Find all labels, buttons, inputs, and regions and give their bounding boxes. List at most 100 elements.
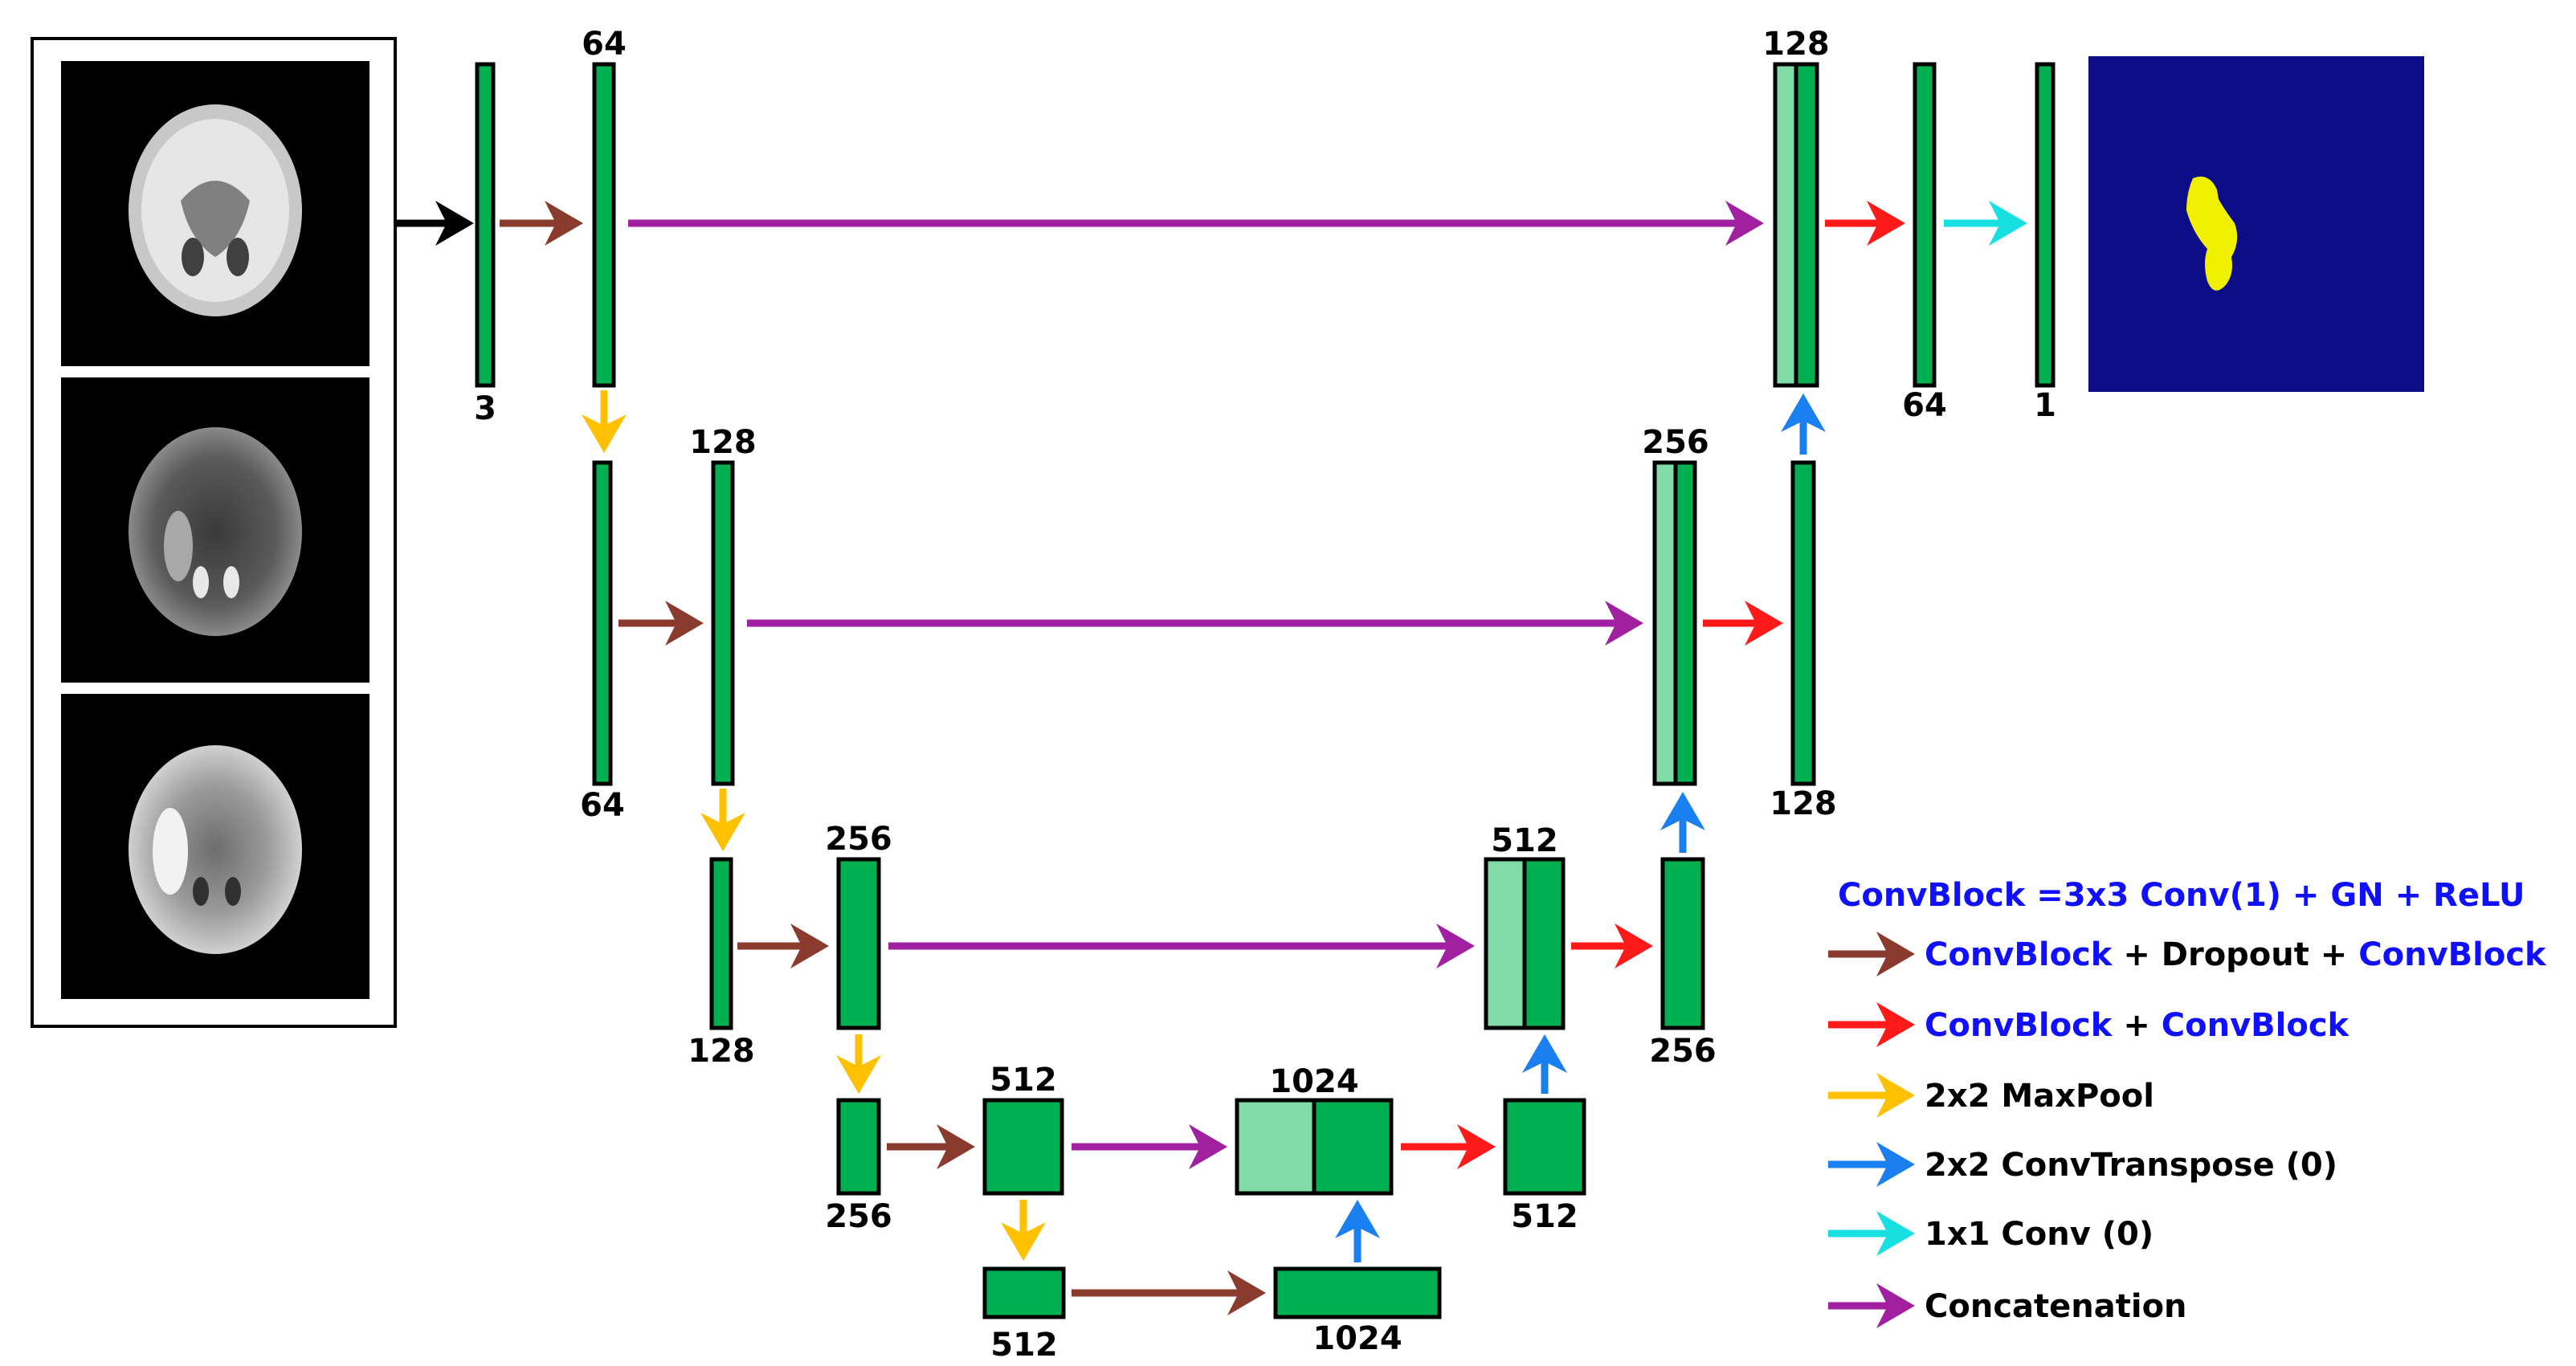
label-dec2-concat-channels: 256 <box>1642 424 1709 461</box>
enc2-maxpool-arrow <box>700 789 745 851</box>
dec3-convtranspose-arrow <box>1522 1034 1567 1094</box>
legend-swatch-arrowhead <box>1876 932 1915 977</box>
legend-swatch-arrowhead <box>1876 1142 1915 1187</box>
label-enc1-channels: 64 <box>582 26 627 63</box>
enc3-maxpool-arrow <box>836 1034 881 1094</box>
enc4-feature-map <box>982 1098 1064 1196</box>
legend-item-text-part: ConvBlock <box>1925 1007 2113 1044</box>
feature-maps-layer <box>475 62 2055 1319</box>
level4-concat-arrow <box>1072 1124 1227 1169</box>
legend-item-text-part: + Dropout + <box>2112 936 2358 973</box>
legend-item-maxpool: 2x2 MaxPool <box>1828 1073 2154 1118</box>
enc3-feature-map <box>836 857 881 1030</box>
legend-item-text-part: ConvBlock <box>1925 936 2113 973</box>
label-enc3-pooled-channels: 128 <box>688 1033 755 1070</box>
legend-item-text-part: 2x2 ConvTranspose (0) <box>1925 1147 2337 1184</box>
label-enc2-pooled-channels: 64 <box>580 787 625 824</box>
dec2-upsampled-feature-map <box>1673 460 1697 786</box>
legend-swatch-arrowhead <box>1876 1002 1915 1047</box>
legend-item-text-part: ConvBlock <box>2162 1007 2350 1044</box>
final-1x1-conv-arrow <box>1944 201 2027 246</box>
enc2-convblock-dropout-arrow <box>618 601 704 646</box>
input-feature-map <box>475 62 496 388</box>
enc3-pooled-feature-map <box>709 857 733 1030</box>
enc4-convblock-dropout-arrow <box>887 1124 975 1169</box>
legend-item-label: 1x1 Conv (0) <box>1925 1216 2153 1253</box>
label-dec1-concat-channels: 128 <box>1762 26 1830 63</box>
enc2-feature-map <box>711 460 735 786</box>
arrows-layer <box>397 201 2027 1315</box>
dec3-convblock-arrow <box>1571 924 1653 968</box>
legend-item-conv1x1: 1x1 Conv (0) <box>1828 1211 2153 1256</box>
dec3-upsampled-feature-map <box>1522 857 1566 1030</box>
enc1-convblock-dropout-arrow <box>500 201 583 246</box>
label-bottleneck-channels: 1024 <box>1312 1320 1402 1357</box>
dec1-convtranspose-arrow <box>1781 393 1826 455</box>
label-dec4-concat-channels: 1024 <box>1269 1063 1358 1100</box>
legend-title: ConvBlock =3x3 Conv(1) + GN + ReLU <box>1838 877 2525 914</box>
output-feature-map <box>2035 62 2055 388</box>
legend-item-conv-dropout: ConvBlock + Dropout + ConvBlock <box>1828 932 2547 977</box>
legend-item-text-part: Concatenation <box>1925 1288 2187 1325</box>
dec3-skip-feature-map <box>1484 857 1527 1030</box>
dec4-feature-map <box>1503 1098 1586 1196</box>
lesion-region <box>2186 176 2238 291</box>
label-dec3-channels: 256 <box>1649 1033 1717 1070</box>
legend-item-label: ConvBlock + ConvBlock <box>1925 1007 2350 1044</box>
label-enc4-channels: 512 <box>990 1062 1057 1099</box>
brain-mri-t2-icon <box>61 377 369 683</box>
label-dec3-concat-channels: 512 <box>1491 822 1558 859</box>
legend-item-convtranspose: 2x2 ConvTranspose (0) <box>1828 1142 2337 1187</box>
label-enc2-channels: 128 <box>689 424 757 461</box>
dec1-feature-map <box>1913 62 1937 388</box>
dec2-skip-feature-map <box>1652 460 1678 786</box>
level2-concat-arrow <box>747 601 1643 646</box>
enc2-pooled-feature-map <box>592 460 613 786</box>
dec4-skip-feature-map <box>1235 1098 1317 1196</box>
legend-item-text-part: 2x2 MaxPool <box>1925 1078 2154 1115</box>
label-input-channels: 3 <box>474 390 496 427</box>
legend-item-conv-conv: ConvBlock + ConvBlock <box>1828 1002 2350 1047</box>
legend-item-label: 2x2 MaxPool <box>1925 1078 2154 1115</box>
dec1-convblock-arrow <box>1825 201 1905 246</box>
enc4-pooled-feature-map <box>836 1098 881 1196</box>
bottleneck-convtranspose-arrow <box>1335 1200 1380 1262</box>
dec1-upsampled-feature-map <box>1794 62 1819 388</box>
dec2-convtranspose-arrow <box>1660 792 1705 853</box>
label-output-channels: 1 <box>2034 387 2056 424</box>
enc4-maxpool-arrow <box>1001 1200 1046 1261</box>
legend-item-label: ConvBlock + Dropout + ConvBlock <box>1925 936 2547 973</box>
enc1-feature-map <box>592 62 616 388</box>
legend-item-concat: Concatenation <box>1828 1283 2187 1328</box>
bottleneck-convblock-dropout-arrow <box>1072 1270 1266 1315</box>
channel-labels-layer: 3 64 128 64 1 64 128 256 128 128 256 512 256 256 512 10… <box>474 26 2056 1364</box>
label-dec1-channels: 64 <box>1902 387 1947 424</box>
legend-swatch-arrowhead <box>1876 1211 1915 1256</box>
label-enc3-channels: 256 <box>825 821 892 858</box>
segmentation-mask-icon <box>2088 56 2424 392</box>
dec2-convblock-arrow <box>1703 601 1783 646</box>
legend-item-text-part: ConvBlock <box>2358 936 2547 973</box>
legend-item-label: Concatenation <box>1925 1288 2187 1325</box>
legend-item-label: 2x2 ConvTranspose (0) <box>1925 1147 2337 1184</box>
dec4-upsampled-feature-map <box>1312 1098 1394 1196</box>
enc3-convblock-dropout-arrow <box>737 924 829 968</box>
label-dec4-channels: 512 <box>1511 1198 1578 1235</box>
dec2-feature-map <box>1790 460 1816 786</box>
input-images-panel <box>31 37 397 1028</box>
legend-swatch-arrowhead <box>1876 1073 1915 1118</box>
dec4-convblock-arrow <box>1401 1124 1496 1169</box>
dec3-feature-map <box>1660 857 1705 1030</box>
legend: ConvBlock =3x3 Conv(1) + GN + ReLU ConvBl… <box>1828 877 2547 1328</box>
dec1-skip-feature-map <box>1773 62 1798 388</box>
legend-item-text-part: 1x1 Conv (0) <box>1925 1216 2153 1253</box>
input-arrow <box>397 201 474 246</box>
brain-mri-t1-icon <box>61 61 369 366</box>
legend-item-text-part: + <box>2112 1007 2161 1044</box>
enc1-maxpool-arrow <box>582 390 627 453</box>
legend-swatch-arrowhead <box>1876 1283 1915 1328</box>
level3-concat-arrow <box>888 924 1475 968</box>
bottleneck-pooled-feature-map <box>982 1266 1066 1319</box>
bottleneck-feature-map <box>1273 1266 1442 1319</box>
